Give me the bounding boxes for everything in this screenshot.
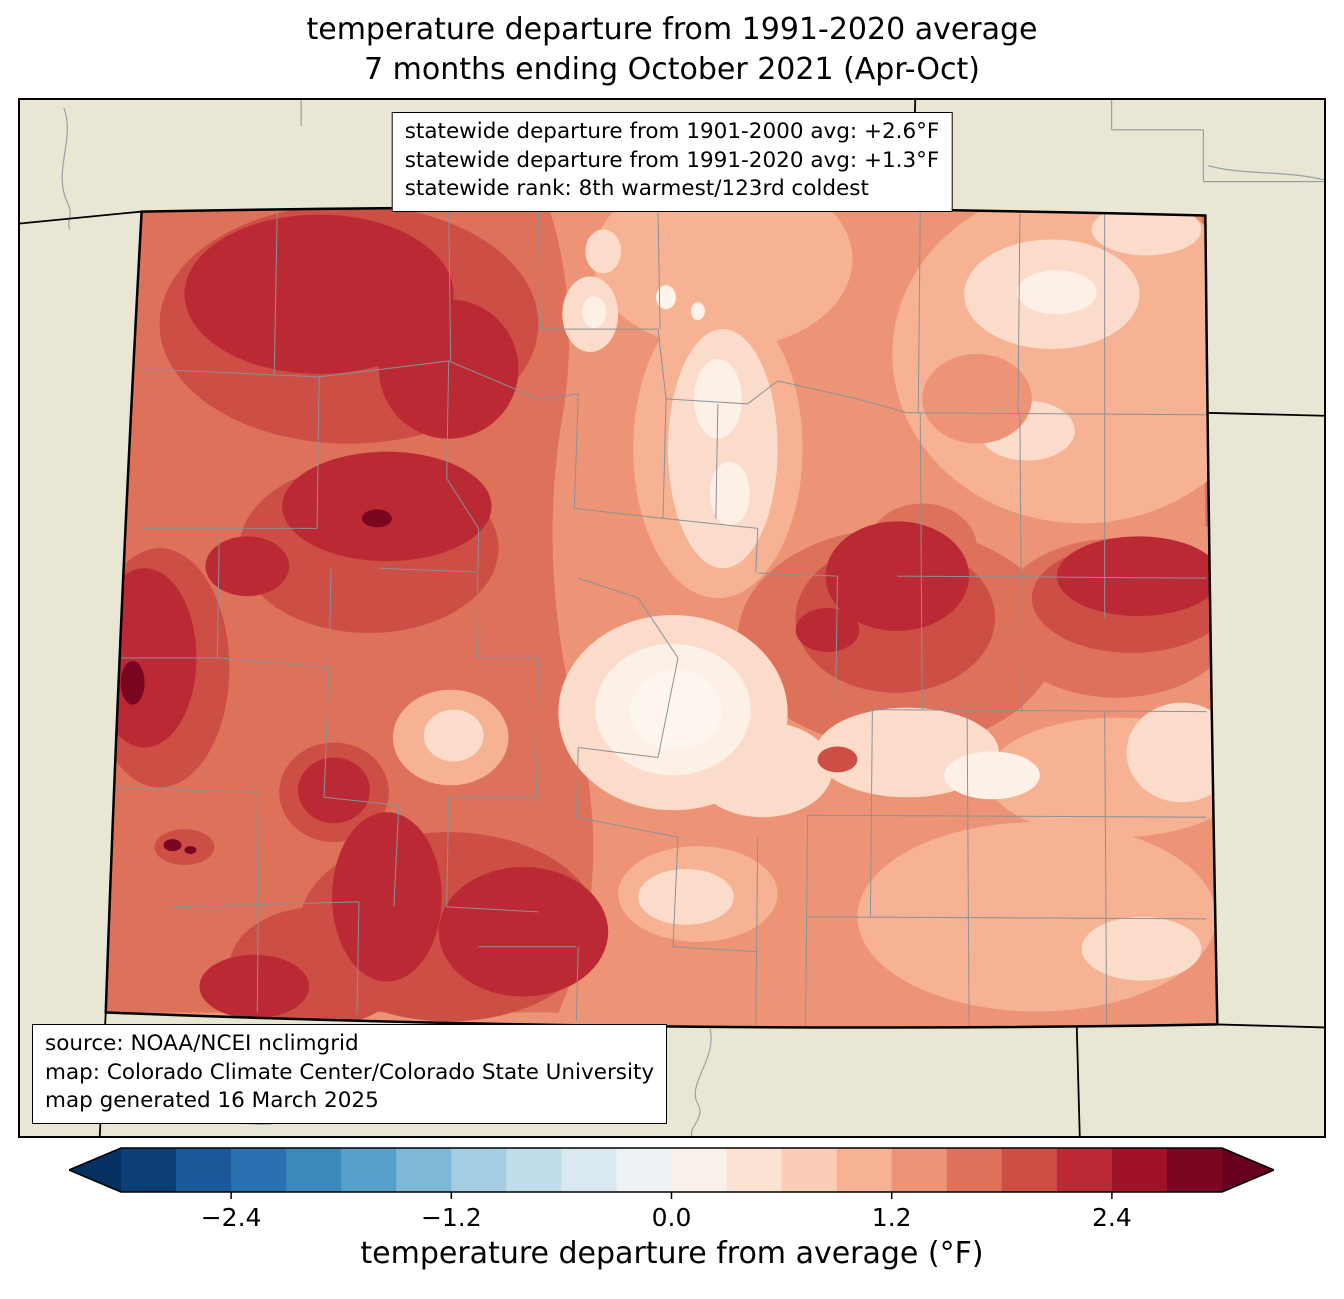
stats-line-1991-2020: statewide departure from 1991-2020 avg: … bbox=[404, 147, 940, 173]
source-line: source: NOAA/NCEI nclimgrid bbox=[45, 1031, 359, 1057]
colorbar-area: −2.4 −1.2 0.0 1.2 2.4 bbox=[69, 1147, 1274, 1247]
map-panel: statewide departure from 1901-2000 avg: … bbox=[18, 98, 1326, 1138]
colorado-temperature-map bbox=[20, 100, 1324, 1136]
colorbar-tick-label: 2.4 bbox=[1092, 1203, 1132, 1232]
colorbar-label: temperature departure from average (°F) bbox=[360, 1236, 984, 1271]
colorbar-tick-label: −2.4 bbox=[200, 1203, 262, 1232]
colorbar bbox=[69, 1147, 1274, 1199]
colorbar-tick-label: 1.2 bbox=[871, 1203, 912, 1232]
map-title-line2: 7 months ending October 2021 (Apr-Oct) bbox=[364, 51, 980, 87]
contour-fill bbox=[105, 207, 1218, 1028]
map-credit-line: map: Colorado Climate Center/Colorado St… bbox=[45, 1059, 655, 1085]
colorbar-tick-label: −1.2 bbox=[420, 1203, 482, 1232]
source-box: source: NOAA/NCEI nclimgrid map: Colorad… bbox=[32, 1024, 668, 1124]
generated-date-line: map generated 16 March 2025 bbox=[45, 1088, 379, 1114]
map-title-line1: temperature departure from 1991-2020 ave… bbox=[306, 12, 1038, 47]
neighbor-county-lines bbox=[300, 100, 1324, 183]
map-title: temperature departure from 1991-2020 ave… bbox=[0, 10, 1344, 89]
statewide-stats-box: statewide departure from 1901-2000 avg: … bbox=[391, 112, 953, 212]
colorbar-tick-label: 0.0 bbox=[651, 1203, 692, 1232]
stats-line-rank: statewide rank: 8th warmest/123rd coldes… bbox=[404, 176, 869, 202]
county-borders bbox=[105, 211, 1207, 1027]
stats-line-1901-2000: statewide departure from 1901-2000 avg: … bbox=[404, 119, 940, 144]
